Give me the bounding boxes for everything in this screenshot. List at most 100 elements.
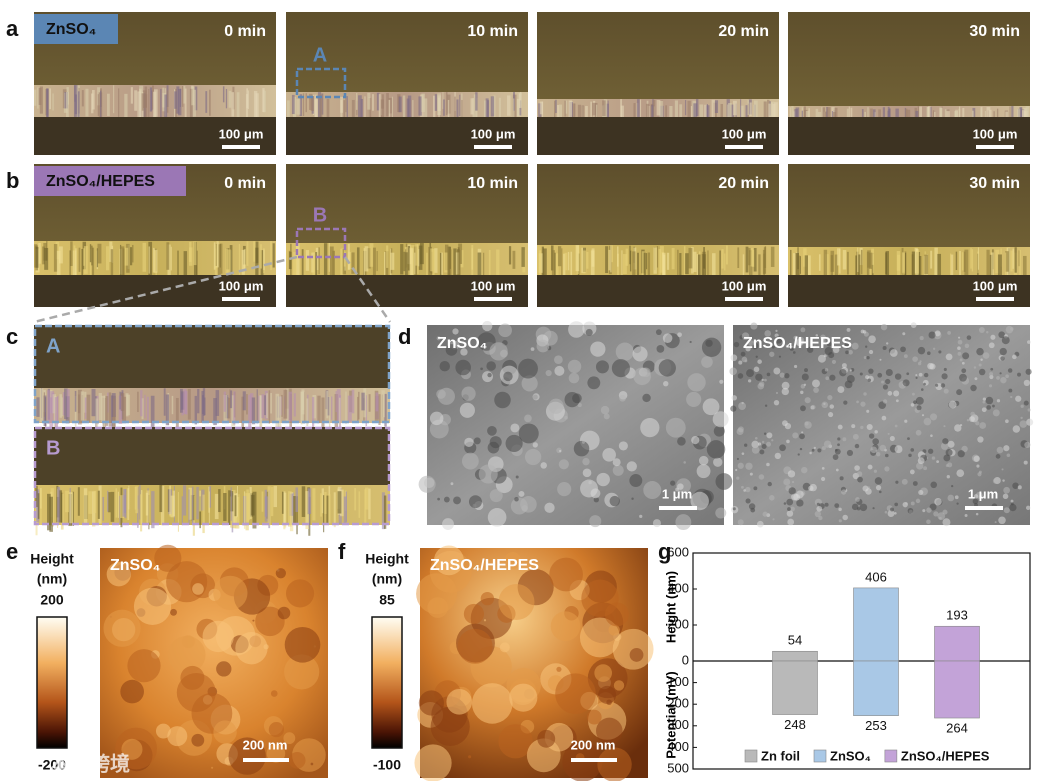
texture: [745, 498, 751, 504]
texture: [937, 512, 946, 520]
texture: [445, 92, 448, 116]
texture: [127, 649, 161, 683]
y2-tick-label: 400: [667, 739, 689, 754]
texture: [106, 93, 110, 117]
texture: [933, 511, 939, 517]
texture: [336, 389, 341, 421]
texture: [55, 241, 60, 260]
texture: [978, 368, 986, 376]
texture: [930, 434, 933, 437]
texture: [181, 496, 184, 526]
scale-bar-label: 1 μm: [968, 486, 998, 501]
texture: [699, 104, 704, 122]
texture: [120, 244, 122, 277]
texture: [368, 98, 372, 124]
texture: [453, 248, 457, 282]
texture: [738, 402, 747, 410]
texture: [622, 254, 627, 275]
texture: [337, 491, 342, 514]
texture: [398, 96, 402, 113]
texture: [135, 486, 139, 514]
texture: [615, 342, 634, 361]
texture: [414, 252, 416, 275]
texture: [613, 680, 625, 691]
texture: [544, 502, 555, 513]
texture: [758, 381, 765, 387]
texture: [180, 665, 205, 690]
texture: [974, 377, 978, 381]
texture: [261, 394, 265, 419]
texture: [795, 107, 800, 119]
texture: [768, 103, 771, 126]
texture: [697, 254, 701, 278]
texture: [582, 250, 587, 274]
texture: [75, 248, 77, 281]
texture: [119, 495, 121, 524]
texture: [461, 452, 479, 470]
texture: [98, 485, 102, 524]
texture: [1007, 368, 1013, 373]
texture: [475, 92, 478, 111]
texture: [943, 454, 951, 462]
texture: [439, 252, 442, 279]
texture: [512, 250, 516, 269]
texture: [77, 394, 81, 414]
texture: [888, 108, 891, 120]
texture: [372, 247, 376, 280]
time-label: 10 min: [467, 175, 518, 192]
texture: [754, 436, 758, 440]
texture: [117, 491, 120, 518]
texture: [473, 437, 481, 445]
texture: [881, 380, 884, 384]
time-label: 30 min: [969, 175, 1020, 192]
texture: [305, 491, 310, 530]
texture: [822, 107, 825, 120]
texture: [74, 390, 77, 412]
texture: [865, 488, 872, 495]
texture: [961, 252, 964, 271]
texture: [272, 243, 275, 268]
y-tick-label: 400: [667, 580, 689, 595]
texture: [772, 518, 775, 521]
texture: [982, 400, 986, 404]
texture: [855, 497, 860, 502]
texture: [194, 86, 198, 111]
texture: [761, 440, 765, 444]
scale-bar: [222, 145, 260, 149]
texture: [738, 426, 744, 433]
texture: [889, 436, 895, 442]
texture: [69, 250, 71, 276]
texture: [526, 738, 561, 773]
texture: [912, 392, 915, 396]
texture: [73, 85, 78, 117]
texture: [319, 94, 323, 119]
texture: [860, 249, 863, 275]
texture: [510, 423, 520, 433]
texture: [921, 414, 925, 417]
texture: [702, 398, 720, 416]
texture: [824, 368, 829, 372]
texture: [829, 404, 835, 409]
texture: [129, 247, 133, 266]
texture: [721, 249, 724, 269]
texture: [255, 241, 259, 264]
texture: [857, 247, 859, 273]
texture: [845, 350, 849, 355]
texture: [715, 473, 733, 490]
texture: [293, 496, 297, 524]
texture: [432, 248, 435, 281]
texture: [340, 100, 343, 121]
texture: [281, 394, 283, 417]
texture: [945, 449, 953, 457]
texture: [895, 480, 899, 484]
texture: [275, 393, 280, 429]
texture: [209, 89, 211, 116]
texture: [327, 397, 331, 416]
texture: [252, 619, 255, 622]
texture: [956, 469, 965, 478]
texture: [264, 390, 268, 420]
texture: [122, 495, 126, 517]
texture: [477, 252, 482, 279]
texture: [86, 394, 91, 423]
texture: [543, 249, 546, 278]
